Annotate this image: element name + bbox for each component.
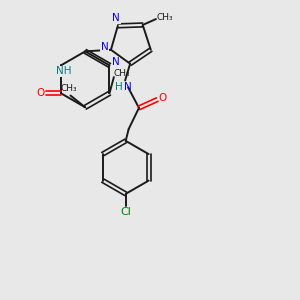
Text: CH₃: CH₃ xyxy=(114,69,130,78)
Text: NH: NH xyxy=(56,66,72,76)
Text: N: N xyxy=(124,82,132,92)
Text: Cl: Cl xyxy=(120,206,131,217)
Text: H: H xyxy=(116,82,123,92)
Text: CH₃: CH₃ xyxy=(61,84,77,93)
Text: CH₃: CH₃ xyxy=(157,13,173,22)
Text: O: O xyxy=(37,88,45,98)
Text: N: N xyxy=(112,14,120,23)
Text: N: N xyxy=(100,42,108,52)
Text: O: O xyxy=(158,93,166,103)
Text: N: N xyxy=(112,57,120,68)
